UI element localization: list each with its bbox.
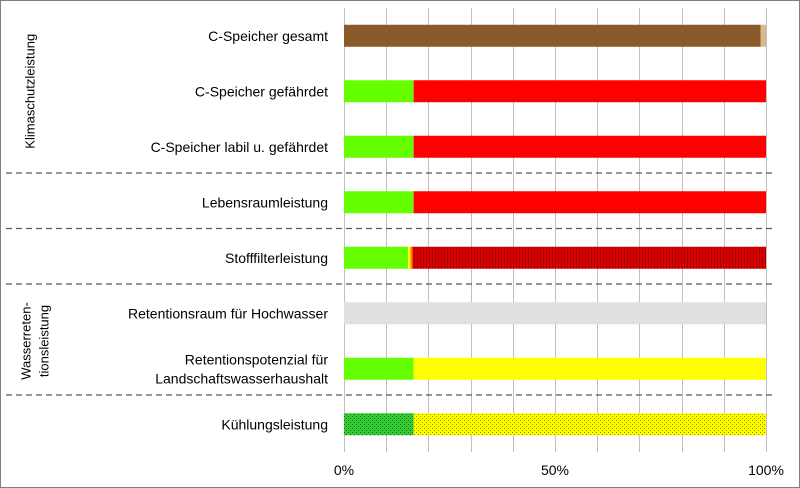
bar-segment [413, 191, 766, 214]
bar-segment [413, 135, 766, 158]
row-labels: C-Speicher gesamt C-Speicher gefährdet C-S… [128, 28, 328, 433]
bar-segment [413, 357, 766, 380]
x-tick-label: 0% [334, 462, 354, 478]
row-label: Stofffilterleistung [225, 250, 328, 266]
bar-segment [413, 80, 766, 103]
bar-segment [344, 135, 414, 158]
row-label: C-Speicher labil u. gefährdet [151, 139, 329, 155]
x-axis-ticks: 0% 50% 100% [334, 462, 784, 478]
row-label: C-Speicher gesamt [208, 28, 328, 44]
x-tick-label: 100% [748, 462, 784, 478]
gridlines [344, 8, 767, 452]
bar-segment [344, 80, 414, 103]
bar-segment [344, 24, 761, 47]
group-label: Wasserreten- [19, 302, 34, 380]
group-separators [6, 172, 772, 396]
group-label: Klimaschutzleistung [23, 34, 38, 149]
row-label: C-Speicher gefährdet [195, 83, 328, 99]
bar-segment [344, 413, 414, 436]
bar-segment [344, 191, 414, 214]
row-label: Retentionspotenzial für [185, 351, 329, 367]
group-labels: Klimaschutzleistung Wasserreten-tionsleis… [19, 34, 52, 380]
bar-segment [412, 246, 766, 269]
row-label: Retentionsraum für Hochwasser [128, 305, 328, 321]
bar-segment [413, 413, 766, 436]
bar-segment [410, 246, 413, 269]
bar-segment [760, 24, 766, 47]
bar-segment [344, 302, 766, 325]
bars [344, 24, 766, 436]
bar-segment [344, 246, 409, 269]
row-label: Landschaftswasserhaushalt [155, 370, 328, 386]
group-label: tionsleistung [37, 305, 52, 377]
row-label: Kühlungsleistung [221, 416, 328, 432]
x-tick-label: 50% [541, 462, 569, 478]
bar-segment [344, 357, 414, 380]
row-label: Lebensraumleistung [202, 194, 328, 210]
bar-segment [408, 246, 411, 269]
